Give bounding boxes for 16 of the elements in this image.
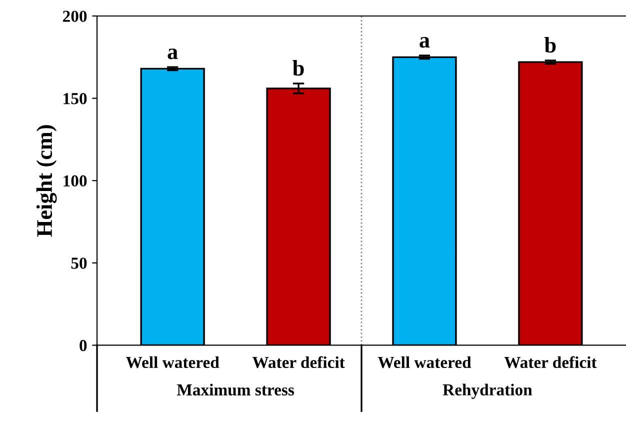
x-tick-label: Well watered [378, 356, 472, 368]
text: Maximum stress [176, 384, 294, 396]
x-tick-label: Well watered [126, 356, 220, 368]
y-tick-label: 150 [64, 93, 87, 104]
x-tick-label: Water deficit [504, 356, 597, 368]
annotation: a [420, 37, 430, 48]
y-tick-label: 50 [71, 258, 87, 269]
annotation: b [544, 37, 556, 53]
y-tick-label: 200 [63, 10, 87, 22]
annotation: a [168, 48, 178, 60]
y-tick-label: 0 [80, 340, 87, 352]
x-tick-label: Water deficit [252, 356, 345, 368]
y-axis-title: Height (cm) [36, 125, 57, 237]
y-tick-label: 100 [64, 175, 87, 187]
annotation: b [292, 60, 304, 76]
text: Rehydration [442, 384, 532, 399]
